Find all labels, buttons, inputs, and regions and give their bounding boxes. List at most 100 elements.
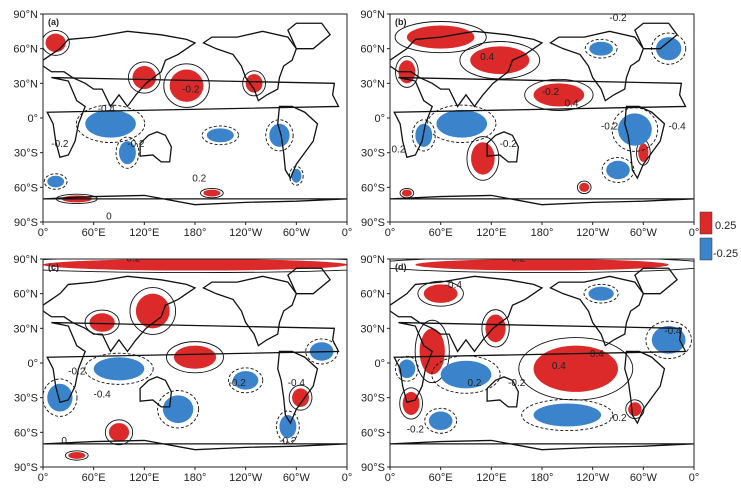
- positive-anomaly-region: [628, 402, 642, 417]
- contour-label: -0.2: [601, 122, 619, 133]
- lon-tick-label: 120°E: [129, 227, 159, 239]
- contour-label: -0.4: [445, 280, 463, 291]
- contour-line: [466, 136, 500, 181]
- contour-label: 0.4: [552, 361, 566, 372]
- lat-tick-label: 30°N: [13, 323, 38, 335]
- lon-tick-label: 0°: [385, 227, 396, 239]
- positive-anomaly-region: [471, 142, 495, 175]
- contour-line: [104, 419, 134, 446]
- coastline-australia: [139, 131, 173, 163]
- lat-tick-label: 0°: [27, 113, 38, 125]
- contour-line: [417, 280, 464, 307]
- contour-line: [645, 320, 692, 360]
- negative-anomaly-region: [651, 326, 686, 354]
- lon-tick-label: 0°: [689, 472, 700, 484]
- lon-tick-label: 60°W: [283, 472, 311, 484]
- lon-tick-label: 60°E: [429, 472, 453, 484]
- lat-tick-label: 30°S: [361, 393, 385, 405]
- coastline-south-america: [277, 350, 319, 425]
- contour-label: 0.4: [565, 98, 579, 109]
- negative-anomaly-region: [206, 128, 234, 143]
- contour-line: [163, 63, 210, 108]
- coastline-antarctica: [390, 439, 694, 451]
- contour-label: -0.2: [229, 378, 247, 389]
- contour-label: 0.2: [192, 174, 206, 185]
- lat-tick-label: 30°S: [14, 148, 38, 160]
- panel-label: (d): [395, 262, 407, 272]
- lon-tick-label: 180°: [184, 227, 207, 239]
- coastline-antarctica: [390, 194, 694, 206]
- coastline-north-america: [202, 275, 298, 347]
- lon-tick-label: 0°: [689, 227, 700, 239]
- positive-anomaly-region: [169, 69, 204, 102]
- lon-tick-label: 120°E: [476, 472, 506, 484]
- positive-anomaly-region: [533, 345, 618, 392]
- positive-anomaly-region: [135, 293, 170, 329]
- lon-tick-label: 60°E: [82, 227, 106, 239]
- contour-line: [584, 38, 618, 59]
- contour-label: -0.4: [93, 390, 111, 401]
- contour-line: [424, 407, 458, 434]
- positive-anomaly-region: [43, 259, 347, 271]
- lon-tick-label: 120°W: [576, 227, 610, 239]
- contour-label: -0.4: [668, 122, 686, 133]
- positive-anomaly-region: [89, 313, 115, 332]
- coastline-greenland: [287, 22, 331, 50]
- contour-line: [611, 107, 659, 152]
- coastline-africa: [46, 76, 340, 159]
- negative-anomaly-region: [119, 141, 136, 165]
- contour-label: -0.2: [609, 413, 627, 424]
- lat-tick-label: 90°S: [361, 462, 385, 474]
- positive-anomaly-region: [470, 46, 530, 75]
- colorbar: 0.25 -0.25: [699, 211, 738, 261]
- map-panel-a: -0.2 -0.4 -0.2 0.2 -0.2 0 (a) 90°N 60°N 30°N 0° 30°…: [13, 9, 352, 239]
- lat-tick-label: 60°N: [13, 44, 38, 56]
- map-panel-d: -0.4 -0.2 0.4 0.4 -0.4 -0.2 -0.2 -0.2 0.2 (d) 90°N…: [360, 254, 700, 484]
- coastline-greenland: [634, 22, 678, 50]
- contour-line: [390, 259, 694, 274]
- contour-label: 0: [106, 212, 112, 223]
- lat-tick-label: 90°S: [14, 462, 38, 474]
- coastline-greenland: [634, 267, 678, 295]
- contour-line: [201, 125, 240, 146]
- coastline-africa: [46, 321, 340, 404]
- map-panels: -0.2 -0.4 -0.2 0.2 -0.2 0 (a) 90°N 60°N 30°N 0° 30°…: [13, 9, 700, 484]
- contour-line: [115, 136, 140, 169]
- contour-line: [414, 319, 450, 384]
- colorbar-positive: [699, 211, 713, 235]
- lat-tick-label: 0°: [374, 358, 385, 370]
- lat-tick-label: 60°N: [360, 289, 385, 301]
- positive-anomaly-region: [45, 33, 66, 53]
- positive-anomaly-region: [485, 314, 506, 343]
- contour-line: [129, 287, 177, 335]
- colorbar-negative: [699, 237, 713, 261]
- positive-anomaly-region: [533, 83, 585, 107]
- colorbar-min-label: -0.25: [713, 248, 738, 260]
- lon-tick-label: 60°W: [630, 472, 658, 484]
- colorbar-max-label: 0.25: [715, 220, 736, 232]
- contour-label: -0.4: [98, 104, 116, 115]
- coastline-south-america: [624, 105, 666, 180]
- contour-label: 0.4: [590, 349, 604, 360]
- contour-line: [43, 29, 70, 56]
- contour-label: -0.2: [500, 139, 518, 150]
- contour-line: [395, 55, 419, 88]
- contour-label: -0.2: [508, 378, 526, 389]
- contour-line: [394, 21, 487, 54]
- negative-anomaly-region: [656, 37, 682, 61]
- negative-anomaly-region: [440, 360, 492, 389]
- negative-anomaly-region: [47, 175, 65, 188]
- contour-line: [43, 259, 347, 274]
- lat-tick-label: 0°: [27, 358, 38, 370]
- lat-tick-label: 90°S: [14, 217, 38, 229]
- contour-line: [157, 390, 200, 429]
- map-panel-b: -0.2 -0.2 0.4 0.4 -0.2 -0.4 -0.2 0.2 (b) 90°N 60°N…: [360, 9, 699, 239]
- positive-anomaly-region: [203, 189, 221, 197]
- contour-label: -0.2: [127, 139, 145, 150]
- contour-line: [601, 157, 635, 183]
- positive-anomaly-region: [415, 259, 669, 271]
- lon-tick-label: 120°E: [129, 472, 159, 484]
- negative-anomaly-region: [618, 113, 652, 146]
- lon-tick-label: 180°: [531, 227, 554, 239]
